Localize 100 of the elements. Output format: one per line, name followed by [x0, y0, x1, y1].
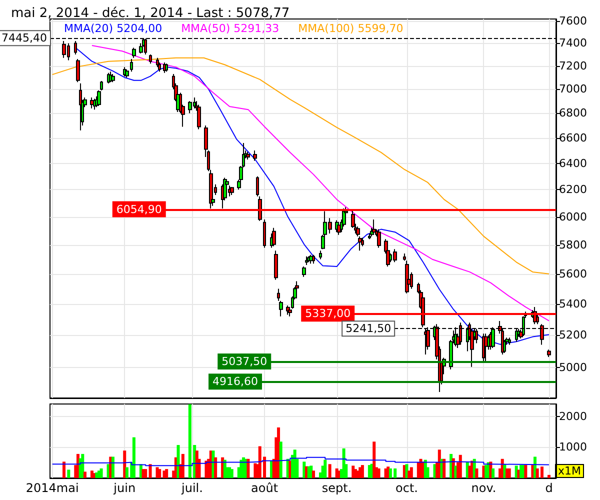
bar: [62, 462, 66, 478]
ref-line-label: 5037,50: [222, 354, 268, 368]
bar: [100, 468, 103, 478]
bar: [524, 465, 528, 478]
candlestick: [312, 254, 315, 264]
y-tick-label: 6200: [559, 183, 587, 196]
candlestick: [421, 294, 425, 328]
candlestick: [277, 288, 280, 302]
candlestick: [305, 256, 308, 266]
bar: [81, 454, 84, 478]
y-tick-label: 2000: [559, 410, 587, 423]
bar: [158, 469, 162, 478]
candlestick: [403, 252, 406, 262]
candlestick: [76, 58, 80, 83]
bar: [148, 464, 152, 478]
candlestick: [139, 42, 143, 54]
y-tick-label: 6400: [559, 156, 587, 170]
candlestick: [484, 333, 488, 362]
bar: [492, 468, 495, 478]
x-tick-label: d: [545, 481, 553, 495]
y-tick-label: 6800: [559, 106, 587, 120]
candlestick: [272, 227, 276, 247]
candlestick: [274, 250, 278, 280]
y-tick-label: 7200: [559, 59, 587, 72]
bar: [324, 460, 327, 478]
bar: [144, 469, 148, 478]
y-tick-label: 5200: [559, 328, 587, 342]
candlestick: [74, 40, 77, 55]
y-tick-label: 6000: [559, 210, 587, 224]
bar: [328, 464, 332, 478]
candlestick: [361, 237, 364, 247]
x-tick-label: nov.: [471, 481, 496, 495]
candlestick: [508, 337, 511, 346]
candlestick: [256, 176, 259, 197]
y-tick-label: 7400: [559, 36, 587, 50]
candlestick: [62, 40, 66, 58]
bar: [372, 442, 376, 478]
x-tick-label: sept.: [322, 481, 352, 495]
y-tick-label: 5000: [559, 361, 587, 374]
x-tick-label: oct.: [396, 481, 418, 495]
candlestick: [319, 250, 322, 260]
candlestick: [372, 219, 376, 236]
ref-line-label: 6054,90: [116, 202, 162, 216]
candlestick: [302, 266, 306, 278]
candlestick: [149, 54, 152, 64]
candlestick: [393, 248, 397, 263]
candlestick: [158, 62, 161, 72]
candlestick: [188, 100, 192, 114]
bar: [132, 437, 136, 478]
bar: [90, 470, 94, 478]
candlestick: [197, 104, 201, 130]
candlestick: [132, 47, 136, 58]
line-series: [52, 57, 550, 274]
bar: [310, 466, 313, 478]
bar: [377, 468, 380, 478]
x-tick-label: 2014mai: [26, 481, 79, 495]
bar: [279, 442, 282, 478]
chart-title: mai 2, 2014 - déc. 1, 2014 - Last : 5078,77: [11, 6, 290, 21]
y-tick-label: 6600: [559, 131, 587, 144]
candlestick: [253, 150, 257, 162]
y-tick-label: 7600: [559, 14, 587, 28]
ref-line-label: 5241,50: [346, 322, 392, 336]
candlestick: [279, 300, 283, 317]
candlestick: [111, 74, 115, 83]
ref-line-label: 7445,40: [2, 32, 47, 45]
bar: [123, 450, 126, 478]
candlestick: [90, 97, 94, 109]
ref-line-label: 4916,60: [212, 375, 258, 388]
bar: [83, 472, 86, 478]
bar: [442, 458, 446, 478]
candlestick: [258, 196, 262, 222]
text: MMA(100) 5599,70: [298, 22, 404, 35]
bar: [410, 467, 413, 478]
x-tick-label: juin: [112, 481, 136, 495]
series-label: MMA(20) 5204,00: [64, 22, 162, 35]
bar: [67, 470, 70, 478]
bar: [165, 469, 168, 478]
bar: [312, 470, 315, 478]
candlestick: [230, 186, 234, 196]
y-tick-label: 7000: [559, 82, 587, 96]
candlestick: [547, 349, 551, 358]
bar: [548, 474, 551, 478]
x-tick-label: août: [251, 481, 278, 495]
y-tick-label: 5800: [559, 238, 587, 252]
candlestick: [377, 228, 381, 248]
bar: [458, 454, 462, 478]
y-axis-title: x1M: [558, 464, 581, 478]
bar: [181, 454, 184, 478]
bar: [176, 445, 180, 478]
bar: [246, 458, 250, 478]
bar: [475, 468, 478, 478]
ref-line-label: 5337,00: [305, 307, 351, 320]
candlestick: [165, 63, 168, 72]
candlestick: [125, 68, 129, 78]
candlestick: [337, 222, 341, 236]
candlestick: [263, 219, 266, 248]
candlestick: [130, 58, 133, 72]
x-tick-label: juil.: [180, 481, 203, 495]
y-tick-label: 5400: [559, 297, 587, 310]
candlestick: [109, 71, 112, 83]
